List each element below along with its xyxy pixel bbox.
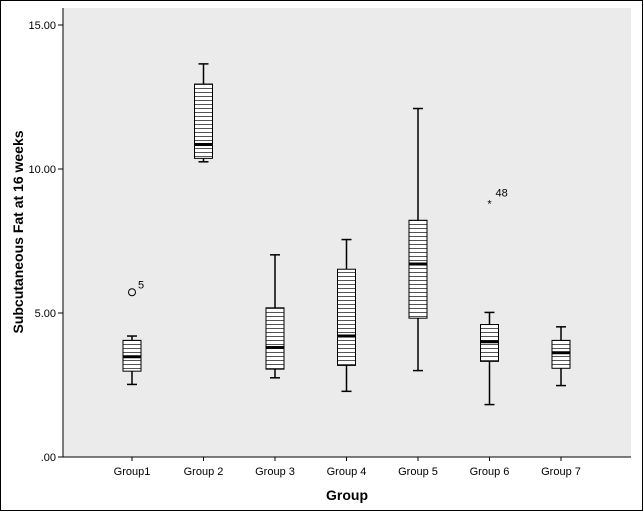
box [337,268,356,366]
x-tick-label: Group1 [114,466,151,478]
outlier-label: 5 [138,279,144,291]
y-tick-label: 5.00 [35,308,56,320]
chart-marks: .00 5.00 10.00 15.00 Group1 5 Group 2 Group 3 Gr… [28,20,580,478]
box [265,307,285,370]
x-tick-label: Group 5 [398,466,438,478]
box [551,339,571,369]
x-axis-title: Group [326,487,368,503]
x-tick-label: Group 7 [541,466,581,478]
x-tick-label: Group 6 [470,466,510,478]
x-tick-label: Group 4 [327,466,367,478]
box [408,219,428,319]
outlier-label: 48 [496,188,508,200]
x-tick-label: Group 3 [255,466,295,478]
y-tick-label: .00 [41,452,56,464]
box [194,83,213,159]
outlier-star: * [487,199,492,211]
y-axis-title: Subcutaneous Fat at 16 weeks [10,130,26,333]
y-tick-label: 10.00 [28,164,56,176]
y-tick-label: 15.00 [28,20,56,32]
outlier-circle [128,288,136,297]
x-tick-label: Group 2 [184,466,224,478]
